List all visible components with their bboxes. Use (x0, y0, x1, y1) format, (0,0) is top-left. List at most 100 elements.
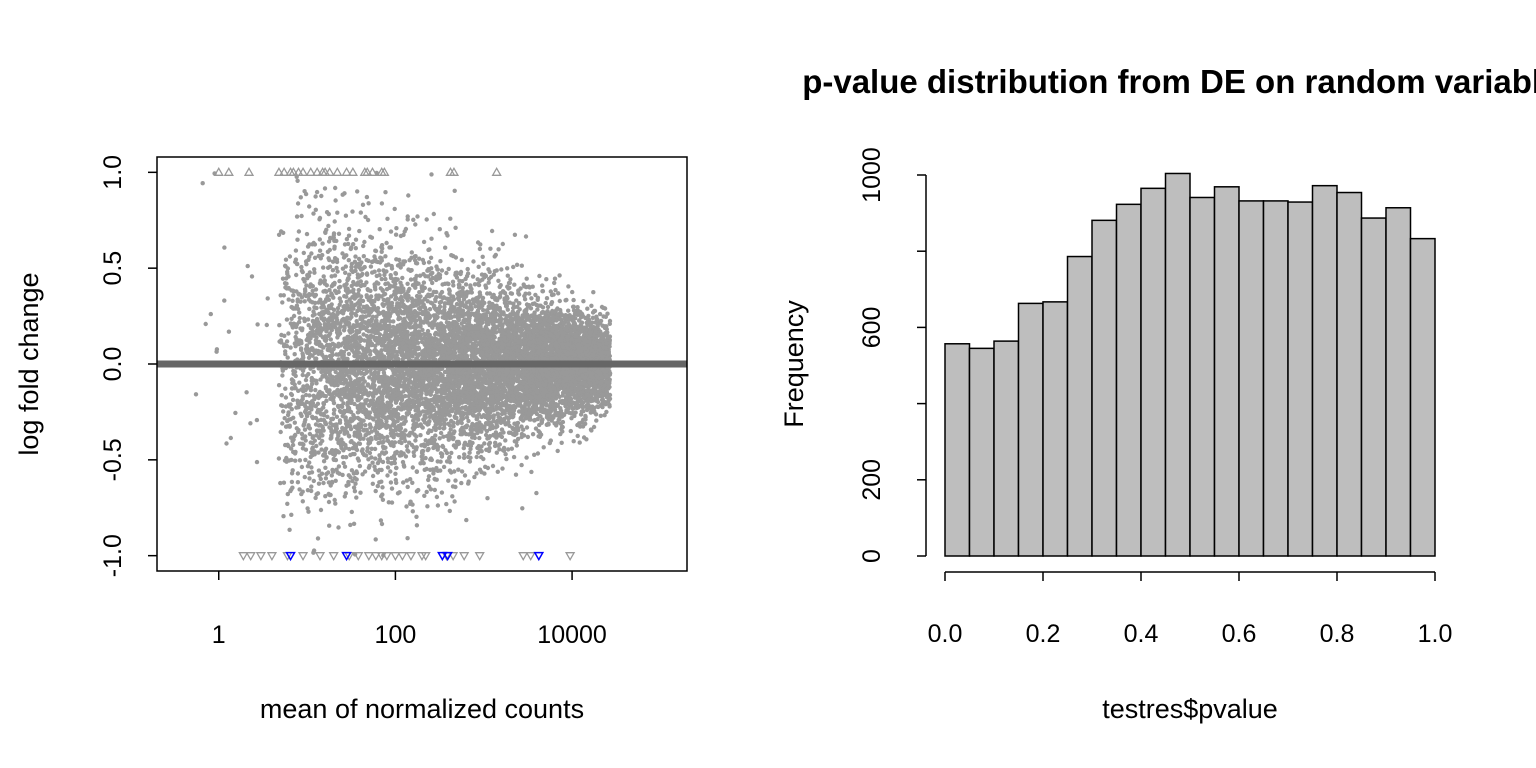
data-point (404, 444, 410, 449)
data-point (375, 483, 380, 489)
data-point (291, 313, 297, 319)
data-point (336, 231, 342, 236)
data-point (509, 446, 514, 451)
data-point (511, 408, 517, 413)
data-point (333, 198, 338, 203)
data-point (483, 432, 489, 438)
data-point (410, 465, 415, 470)
data-point (348, 376, 353, 382)
data-point (302, 474, 307, 480)
data-point (530, 284, 535, 289)
data-point (307, 476, 312, 481)
data-point (406, 193, 411, 198)
data-point (525, 434, 531, 440)
data-point (441, 464, 447, 470)
data-point (321, 405, 326, 410)
data-point (393, 471, 398, 476)
data-point (589, 303, 594, 308)
data-point (414, 514, 419, 519)
data-point (281, 230, 286, 235)
data-point (321, 480, 326, 486)
data-point (570, 406, 575, 411)
data-point (351, 485, 357, 490)
data-point (485, 291, 490, 296)
data-point (285, 355, 290, 360)
data-point (441, 434, 446, 439)
data-point (383, 254, 388, 259)
data-point (594, 418, 599, 423)
data-point (501, 445, 507, 451)
data-point (305, 506, 310, 511)
data-point (511, 403, 517, 409)
data-point (307, 431, 313, 437)
data-point (289, 479, 295, 485)
data-point (481, 308, 486, 313)
data-point (296, 229, 302, 234)
data-point (496, 247, 501, 252)
data-point (504, 398, 509, 404)
data-point (450, 279, 456, 284)
data-point (560, 429, 565, 434)
data-point (476, 264, 481, 269)
data-point (427, 307, 433, 312)
data-point (329, 302, 334, 307)
data-point (468, 285, 473, 290)
data-point (456, 467, 461, 472)
data-point (431, 445, 436, 451)
data-point (590, 315, 596, 320)
data-point (486, 276, 492, 282)
data-point (500, 466, 505, 471)
data-point (286, 297, 291, 302)
data-point (370, 314, 376, 319)
data-point (356, 458, 361, 463)
data-point (512, 439, 517, 444)
data-point (490, 405, 495, 410)
data-point (571, 439, 576, 444)
data-point (316, 468, 322, 473)
data-point (529, 296, 534, 301)
data-point (402, 464, 407, 469)
data-point (392, 409, 397, 414)
data-point (303, 191, 309, 197)
data-point (447, 455, 452, 461)
data-point (290, 397, 296, 403)
data-point (519, 263, 524, 268)
data-point (439, 268, 445, 273)
data-point (320, 374, 325, 379)
data-point (588, 410, 593, 415)
data-point (322, 278, 327, 283)
data-point (366, 457, 371, 462)
data-point (400, 459, 406, 465)
data-point (323, 384, 328, 390)
data-point (369, 446, 374, 451)
data-point (409, 250, 414, 255)
data-point (581, 299, 586, 304)
data-point (462, 473, 468, 478)
data-point (332, 288, 338, 293)
data-point (325, 414, 330, 419)
data-point (324, 409, 329, 414)
data-point (309, 470, 315, 475)
data-point (285, 271, 290, 277)
data-point (385, 465, 391, 470)
data-point (291, 293, 296, 298)
data-point (326, 223, 331, 229)
data-point (410, 509, 415, 514)
data-point (335, 310, 340, 315)
data-point (300, 372, 305, 378)
data-point (299, 213, 304, 219)
data-point (327, 247, 332, 253)
data-point (320, 310, 325, 316)
data-point (505, 307, 510, 312)
data-point (286, 410, 291, 415)
data-point (428, 255, 434, 260)
data-point (376, 440, 381, 446)
data-point (418, 294, 423, 299)
data-point (307, 460, 312, 465)
data-point (280, 373, 285, 378)
data-point (393, 271, 399, 276)
data-point (414, 523, 420, 528)
data-point (522, 293, 527, 299)
data-point (349, 311, 354, 316)
